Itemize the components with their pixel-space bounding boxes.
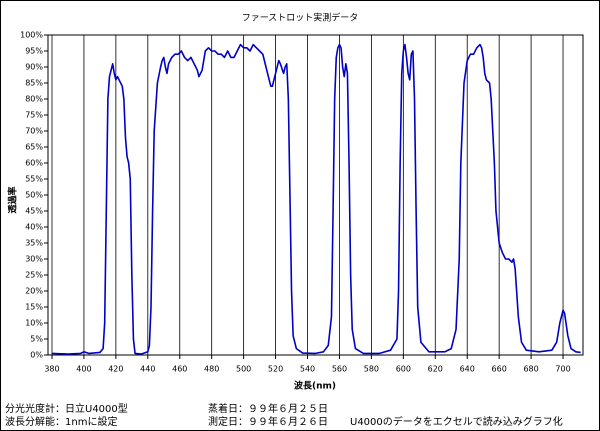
x-tick-label: 560 <box>332 365 347 374</box>
y-tick-label: 70% <box>25 127 43 136</box>
plot-border <box>47 34 584 356</box>
x-tick-label: 620 <box>428 365 443 374</box>
y-tick-label: 50% <box>25 191 43 200</box>
y-tick-label: 85% <box>25 79 43 88</box>
y-tick-label: 25% <box>25 271 43 280</box>
y-axis-label: 透過率 <box>7 186 19 213</box>
x-tick-label: 480 <box>204 365 219 374</box>
x-tick-label: 680 <box>523 365 538 374</box>
y-tick-label: 90% <box>25 63 43 72</box>
x-tick-label: 580 <box>364 365 379 374</box>
x-tick-label: 460 <box>172 365 187 374</box>
y-tick-label: 75% <box>25 111 43 120</box>
note: U4000のデータをエクセルで読み込みグラフ化 <box>350 415 563 428</box>
y-tick-label: 15% <box>25 303 43 312</box>
x-tick-label: 380 <box>44 365 59 374</box>
y-tick-label: 100% <box>20 31 43 40</box>
y-tick-label: 5% <box>30 335 43 344</box>
x-tick-label: 520 <box>268 365 283 374</box>
chart-title: ファーストロット実測データ <box>242 12 359 24</box>
x-tick-label: 700 <box>555 365 570 374</box>
note: 分光光度計：日立U4000型 <box>5 402 128 415</box>
y-tick-label: 10% <box>25 319 43 328</box>
x-tick-label: 500 <box>236 365 251 374</box>
x-tick-label: 660 <box>492 365 507 374</box>
x-axis-label: 波長(nm) <box>294 380 336 392</box>
y-tick-label: 30% <box>25 255 43 264</box>
data-line <box>51 43 581 355</box>
x-tick-label: 400 <box>76 365 91 374</box>
x-tick-label: 540 <box>300 365 315 374</box>
plot-area <box>48 35 583 355</box>
x-tick-label: 600 <box>396 365 411 374</box>
x-tick-label: 440 <box>140 365 155 374</box>
y-tick-label: 40% <box>25 223 43 232</box>
y-tick-label: 60% <box>25 159 43 168</box>
y-tick-label: 95% <box>25 47 43 56</box>
note: 波長分解能：1nmに設定 <box>5 415 117 428</box>
y-tick-label: 35% <box>25 239 43 248</box>
note: 測定日：９９年６月２６日 <box>208 415 328 428</box>
x-tick-label: 640 <box>460 365 475 374</box>
x-tick-label: 420 <box>108 365 123 374</box>
y-tick-label: 80% <box>25 95 43 104</box>
y-tick-label: 55% <box>25 175 43 184</box>
y-tick-label: 65% <box>25 143 43 152</box>
y-tick-label: 45% <box>25 207 43 216</box>
y-tick-label: 0% <box>30 351 43 360</box>
y-tick-label: 20% <box>25 287 43 296</box>
note: 蒸着日：９９年６月２５日 <box>208 402 328 415</box>
